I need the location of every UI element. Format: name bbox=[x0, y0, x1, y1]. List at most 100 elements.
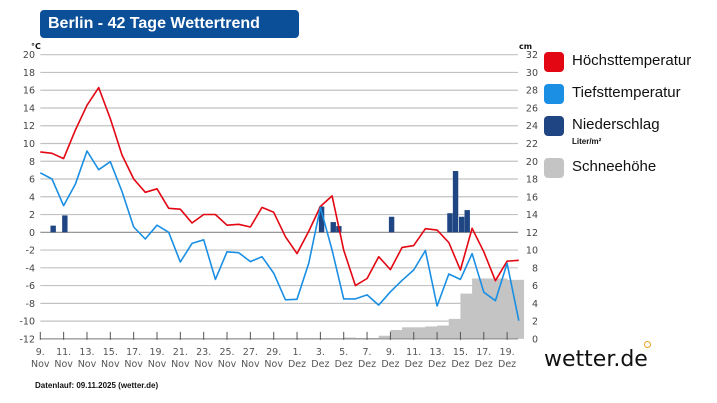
x-tick-label-month: Nov bbox=[101, 359, 120, 370]
precipitation-bar bbox=[452, 171, 459, 233]
y-right-tick-label: 30 bbox=[526, 68, 538, 79]
y-right-tick-label: 6 bbox=[532, 281, 538, 292]
y-left-tick-label: -6 bbox=[26, 281, 35, 292]
y-left-tick-label: 20 bbox=[23, 50, 35, 61]
x-tick-label-day: 29. bbox=[266, 347, 281, 358]
x-tick-label-month: Nov bbox=[31, 359, 50, 370]
precipitation-bar bbox=[318, 206, 325, 233]
snow-bar bbox=[507, 279, 520, 339]
precipitation-bar bbox=[330, 222, 336, 233]
x-tick-label-month: Dez bbox=[335, 359, 353, 370]
x-tick-label-month: Dez bbox=[498, 359, 516, 370]
x-tick-label-day: 9. bbox=[386, 347, 395, 358]
y-right-tick-label: 28 bbox=[526, 86, 538, 97]
max-temperature-line bbox=[40, 86, 519, 287]
snow-bar bbox=[413, 327, 426, 339]
snow-bar bbox=[402, 327, 415, 339]
x-tick-label-day: 5. bbox=[339, 347, 348, 358]
y-right-tick-label: 18 bbox=[526, 175, 538, 186]
snow-bar bbox=[437, 325, 450, 339]
y-left-tick-label: -2 bbox=[26, 246, 35, 257]
snow-bar bbox=[460, 293, 473, 339]
y-left-unit: °C bbox=[31, 42, 41, 51]
x-tick-label-day: 9. bbox=[36, 347, 45, 358]
x-tick-label-day: 1. bbox=[293, 347, 302, 358]
wetter-de-logo: wetter.de bbox=[544, 347, 648, 372]
y-right-tick-label: 2 bbox=[532, 317, 538, 328]
precipitation-bar bbox=[464, 210, 470, 233]
precipitation-bar bbox=[458, 216, 465, 233]
x-tick-label-day: 23. bbox=[196, 347, 211, 358]
y-left-tick-label: 2 bbox=[29, 210, 35, 221]
y-right-tick-label: 22 bbox=[526, 139, 538, 150]
x-tick-label-day: 3. bbox=[316, 347, 325, 358]
y-left-tick-label: 14 bbox=[23, 103, 35, 114]
x-tick-label-day: 13. bbox=[79, 347, 94, 358]
legend-swatch-max bbox=[544, 52, 564, 72]
y-left-tick-label: -8 bbox=[26, 299, 35, 310]
x-tick-label-day: 17. bbox=[126, 347, 141, 358]
logo-dot-icon bbox=[644, 341, 651, 348]
x-tick-label-month: Nov bbox=[241, 359, 260, 370]
y-left-tick-label: 6 bbox=[29, 175, 35, 186]
y-left-tick-label: -12 bbox=[19, 334, 35, 345]
y-right-tick-label: 0 bbox=[532, 334, 538, 345]
y-right-tick-label: 10 bbox=[526, 246, 538, 257]
y-right-tick-label: 14 bbox=[526, 210, 538, 221]
x-tick-label-month: Dez bbox=[358, 359, 376, 370]
y-right-tick-label: 20 bbox=[526, 157, 538, 168]
y-right-unit: cm bbox=[519, 42, 533, 51]
y-right-tick-label: 4 bbox=[532, 299, 538, 310]
x-tick-label-month: Dez bbox=[288, 359, 306, 370]
legend-swatch-snow bbox=[544, 158, 564, 178]
y-right-tick-label: 12 bbox=[526, 228, 538, 239]
x-tick-label-day: 19. bbox=[500, 347, 515, 358]
y-left-tick-label: 0 bbox=[29, 228, 35, 239]
snow-bar bbox=[343, 337, 356, 339]
y-right-tick-label: 24 bbox=[526, 121, 538, 132]
y-left-tick-label: 10 bbox=[23, 139, 35, 150]
legend-label-min: Tiefsttemperatur bbox=[572, 84, 681, 101]
y-left-tick-label: -10 bbox=[19, 317, 35, 328]
snow-bar bbox=[390, 329, 403, 339]
snow-bar bbox=[425, 326, 438, 339]
x-tick-label-month: Nov bbox=[218, 359, 237, 370]
snow-bar bbox=[483, 278, 496, 339]
snow-bar bbox=[448, 318, 461, 339]
snow-bar bbox=[495, 278, 508, 339]
legend-sublabel-precip: Liter/m² bbox=[572, 137, 602, 146]
x-tick-label-day: 13. bbox=[430, 347, 445, 358]
legend-label-max: Höchsttemperatur bbox=[572, 52, 692, 69]
chart-title: Berlin - 42 Tage Wettertrend bbox=[40, 10, 299, 38]
x-tick-label-day: 15. bbox=[103, 347, 118, 358]
y-right-tick-label: 26 bbox=[526, 103, 538, 114]
x-tick-label-day: 19. bbox=[149, 347, 164, 358]
x-tick-label-month: Nov bbox=[171, 359, 190, 370]
x-tick-label-day: 17. bbox=[476, 347, 491, 358]
y-left-tick-label: 18 bbox=[23, 68, 35, 79]
x-tick-label-day: 11. bbox=[56, 347, 71, 358]
y-right-tick-label: 8 bbox=[532, 263, 538, 274]
y-left-tick-label: 8 bbox=[29, 157, 35, 168]
x-tick-label-month: Nov bbox=[78, 359, 97, 370]
precipitation-bar bbox=[50, 225, 56, 233]
x-tick-label-month: Nov bbox=[148, 359, 167, 370]
legend-label-snow: Schneehöhe bbox=[572, 158, 657, 175]
x-tick-label-month: Nov bbox=[194, 359, 213, 370]
x-tick-label-month: Dez bbox=[311, 359, 329, 370]
x-tick-label-day: 11. bbox=[406, 347, 421, 358]
precipitation-bar bbox=[447, 213, 453, 233]
x-tick-label-day: 27. bbox=[243, 347, 258, 358]
snow-bar bbox=[472, 278, 485, 339]
x-tick-label-month: Dez bbox=[428, 359, 446, 370]
x-tick-label-month: Dez bbox=[381, 359, 399, 370]
min-temperature-line bbox=[39, 150, 520, 321]
snow-bar bbox=[378, 335, 391, 339]
x-tick-label-day: 15. bbox=[453, 347, 468, 358]
x-tick-label-day: 25. bbox=[219, 347, 234, 358]
x-tick-label-month: Dez bbox=[405, 359, 423, 370]
precipitation-bar bbox=[62, 215, 68, 233]
x-tick-label-day: 7. bbox=[363, 347, 372, 358]
y-left-tick-label: -4 bbox=[26, 263, 35, 274]
y-right-tick-label: 16 bbox=[526, 192, 538, 203]
